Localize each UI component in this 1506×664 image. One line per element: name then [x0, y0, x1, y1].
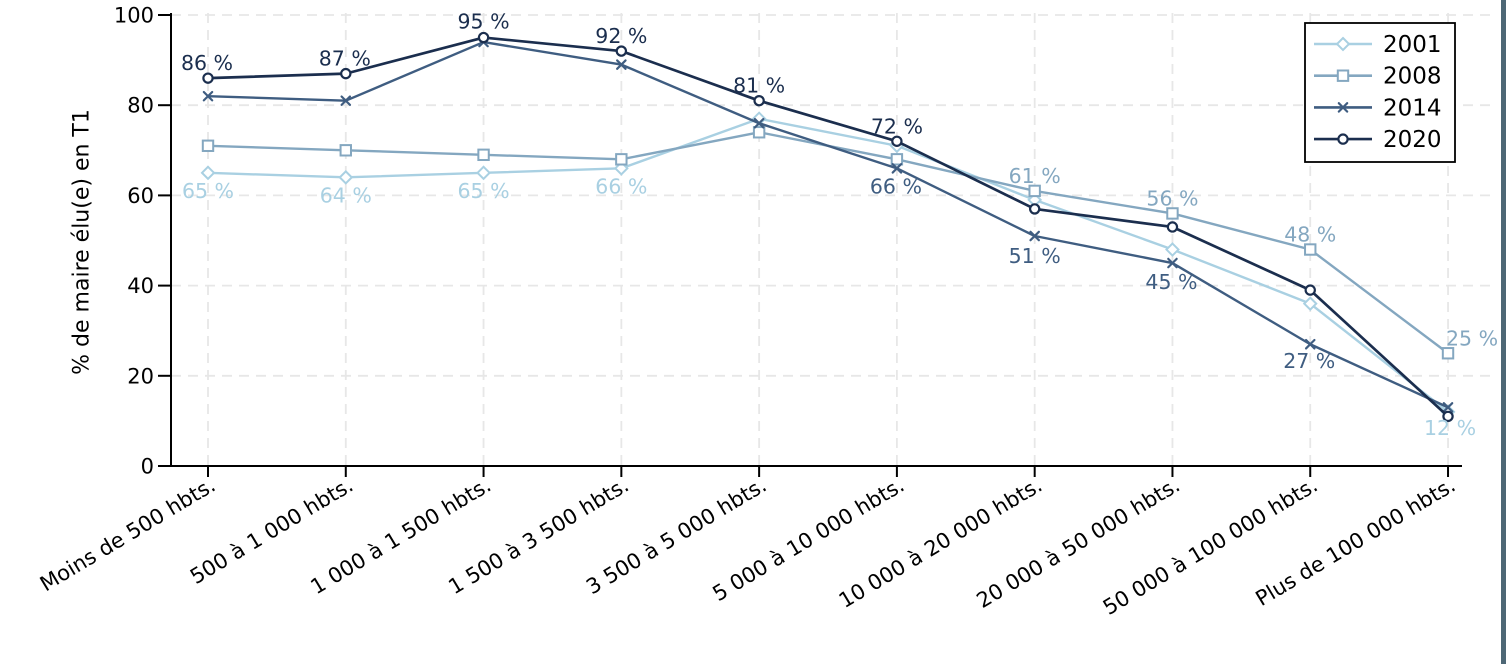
legend-marker-2008	[1336, 69, 1350, 82]
legend-item-2001: 2001	[1314, 32, 1442, 58]
point-label-2014: 51 %	[1009, 244, 1061, 268]
point-labels: 65 % 64 % 65 % 66 % 12 % 61 % 56 % 48 % 25 % 66 %…	[181, 10, 1498, 440]
marker-2008	[1166, 207, 1179, 220]
point-label-2014: 45 %	[1145, 270, 1197, 294]
y-tick-label: 60	[127, 184, 154, 208]
marker-2020	[1442, 410, 1454, 423]
marker-2014	[1304, 338, 1316, 350]
marker-2001	[1165, 242, 1180, 257]
right-edge-strip	[1501, 0, 1506, 664]
series-line-2020	[207, 36, 1449, 418]
marker-2020	[340, 67, 352, 80]
marker-2008	[201, 139, 215, 152]
legend-label: 2014	[1383, 95, 1442, 121]
x-tick-label: 50 000 à 100 000 hbts.	[1099, 473, 1322, 620]
marker-2008	[477, 148, 490, 162]
point-label-2020: 95 %	[458, 10, 510, 34]
x-tick-label-group: 50 000 à 100 000 hbts.	[1099, 473, 1322, 620]
point-label-2020: 86 %	[181, 51, 233, 75]
marker-2008	[1304, 243, 1317, 256]
marker-2014	[1167, 257, 1178, 269]
y-tick-label: 40	[127, 274, 154, 298]
marker-2014	[1442, 402, 1454, 413]
y-tick-label: 100	[114, 4, 154, 28]
y-tick-label: 80	[127, 94, 154, 118]
point-label-2008: 56 %	[1146, 186, 1198, 210]
marker-2020	[1166, 221, 1179, 233]
point-label-2001: 65 %	[182, 179, 234, 203]
point-label-2014: 27 %	[1283, 349, 1335, 373]
marker-2020	[1028, 203, 1041, 215]
point-label-2020: 87 %	[319, 47, 371, 71]
series-line-2001	[207, 117, 1449, 413]
series-line-2014	[207, 40, 1449, 409]
point-label-2020: 92 %	[595, 24, 647, 48]
marker-2014	[753, 117, 765, 129]
marker-2014	[202, 90, 214, 102]
marker-2014	[1029, 230, 1040, 242]
marker-2020	[202, 72, 214, 84]
marker-2008	[339, 144, 352, 157]
legend-marker-2014	[1337, 102, 1349, 113]
marker-2014	[340, 95, 352, 106]
point-label-2008: 48 %	[1284, 223, 1336, 247]
y-tick-label: 20	[127, 364, 154, 388]
marker-2008	[615, 153, 628, 166]
point-label-2001: 64 %	[320, 183, 372, 207]
marker-2008	[890, 153, 904, 166]
point-label-2001: 65 %	[458, 179, 510, 203]
point-label-2020: 72 %	[871, 114, 923, 138]
marker-2014	[891, 163, 903, 174]
series-2001	[200, 111, 1456, 420]
legend-item-2014: 2014	[1314, 95, 1442, 121]
legend-label: 2001	[1383, 32, 1442, 58]
series-2020	[202, 31, 1454, 423]
legend-marker-2020	[1337, 133, 1349, 145]
legend-item-2008: 2008	[1314, 64, 1442, 90]
series-line-2008	[207, 131, 1449, 355]
legend: 2001 2008 2014 2020	[1304, 22, 1456, 163]
marker-2008	[1441, 347, 1455, 360]
point-label-2008: 25 %	[1446, 326, 1498, 350]
marker-2008	[752, 126, 766, 139]
legend-label: 2008	[1383, 64, 1442, 90]
legend-label: 2020	[1383, 127, 1442, 153]
marker-2014	[616, 59, 627, 70]
marker-2001	[200, 165, 216, 181]
marker-2001	[1302, 296, 1318, 312]
series-2008	[201, 126, 1455, 360]
marker-2008	[1028, 184, 1041, 198]
marker-2020	[753, 94, 765, 107]
legend-item-2020: 2020	[1314, 127, 1442, 153]
y-tick-label: 0	[141, 455, 154, 479]
legend-marker-2001	[1335, 36, 1351, 52]
marker-2001	[338, 169, 354, 185]
point-label-2014: 66 %	[870, 174, 922, 198]
marker-2020	[477, 31, 490, 44]
marker-2020	[615, 45, 628, 57]
marker-2001	[476, 165, 491, 181]
point-label-2001: 66 %	[595, 174, 647, 198]
point-label-2001: 12 %	[1424, 416, 1476, 440]
marker-2020	[891, 135, 903, 147]
point-label-2008: 61 %	[1009, 164, 1061, 188]
gridlines	[171, 13, 1497, 466]
marker-2020	[1304, 284, 1316, 296]
series-2014	[202, 36, 1454, 413]
point-label-2020: 81 %	[733, 74, 785, 98]
